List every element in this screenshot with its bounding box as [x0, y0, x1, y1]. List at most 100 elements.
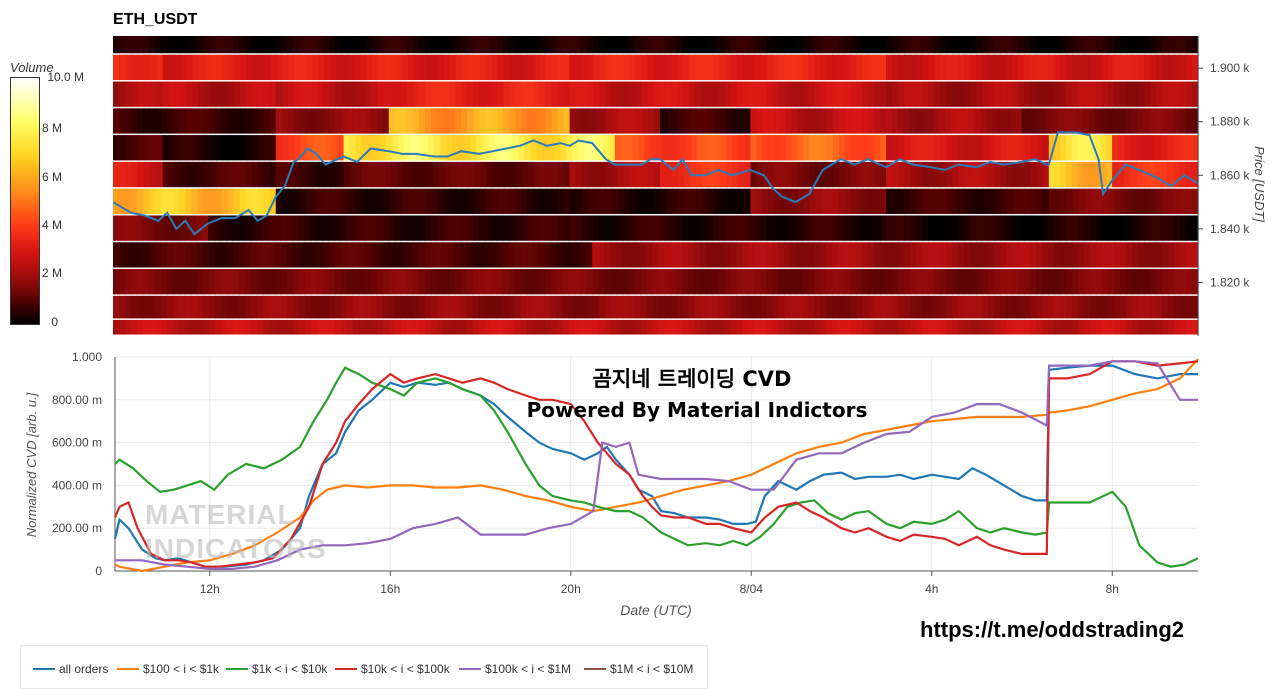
heatmap-cell	[460, 36, 468, 54]
heatmap-cell	[629, 54, 636, 81]
heatmap-cell	[982, 215, 989, 241]
heatmap-cell	[850, 215, 857, 241]
heatmap-cell	[288, 54, 295, 81]
heatmap-cell	[616, 319, 624, 335]
heatmap-cell	[897, 108, 905, 134]
heatmap-cell	[500, 135, 507, 161]
heatmap-cell	[862, 36, 869, 54]
heatmap-cell	[160, 295, 168, 319]
heatmap-cell	[754, 215, 762, 241]
legend-item[interactable]: $100 < i < $1k	[117, 662, 219, 676]
heatmap-cell	[916, 269, 923, 295]
heatmap-cell	[184, 36, 192, 54]
heatmap-cell	[714, 188, 721, 214]
heatmap-cell	[1084, 295, 1091, 319]
heatmap-cell	[210, 135, 217, 161]
heatmap-cell	[892, 81, 899, 107]
heatmap-cell	[385, 161, 392, 188]
heatmap-cell	[1054, 242, 1061, 268]
heatmap-cell	[791, 135, 799, 161]
cvd-y-tick-label: 200.00 m	[52, 521, 102, 535]
heatmap-cell	[150, 161, 158, 188]
heatmap-cell	[527, 81, 535, 107]
heatmap-cell	[569, 108, 577, 134]
heatmap-cell	[412, 36, 420, 54]
heatmap-cell	[364, 108, 372, 134]
heatmap-cell	[940, 135, 947, 161]
heatmap-cell	[785, 108, 793, 134]
legend-item[interactable]: $10k < i < $100k	[335, 662, 450, 676]
heatmap-cell	[496, 242, 503, 268]
heatmap-cell	[611, 54, 618, 81]
heatmap-cell	[113, 269, 120, 295]
heatmap-cell	[281, 188, 289, 214]
heatmap-cell	[1112, 108, 1120, 134]
heatmap-cell	[256, 215, 263, 241]
heatmap-cell	[964, 54, 971, 81]
heatmap-cell	[1174, 319, 1181, 335]
heatmap-cell	[797, 135, 805, 161]
heatmap-cell	[406, 108, 414, 134]
heatmap-cell	[545, 108, 553, 134]
heatmap-cell	[352, 242, 360, 268]
heatmap-cell	[408, 54, 415, 81]
heatmap-cell	[340, 269, 348, 295]
heatmap-cell	[844, 188, 852, 214]
legend-item[interactable]: $1k < i < $10k	[226, 662, 327, 676]
heatmap-cell	[466, 319, 474, 335]
heatmap-cell	[952, 161, 959, 188]
heatmap-cell	[1130, 161, 1138, 188]
heatmap-cell	[646, 269, 654, 295]
heatmap-cell	[702, 188, 709, 214]
heatmap-cell	[641, 215, 648, 241]
heatmap-cell	[982, 269, 989, 295]
heatmap-cell	[502, 36, 510, 54]
volume-heatmap[interactable]: 1.820 k1.840 k1.860 k1.880 k1.900 k Pric…	[113, 36, 1280, 340]
heatmap-cell	[838, 161, 846, 188]
heatmap-cell	[988, 242, 995, 268]
heatmap-cell	[635, 161, 643, 188]
heatmap-cell	[940, 161, 947, 188]
heatmap-cell	[213, 215, 221, 241]
heatmap-cell	[281, 161, 289, 188]
heatmap-cell	[466, 269, 474, 295]
heatmap-cell	[379, 135, 387, 161]
heatmap-cell	[161, 108, 168, 134]
heatmap-cell	[548, 135, 556, 161]
heatmap-cell	[376, 36, 384, 54]
legend-item[interactable]: $100k < i < $1M	[459, 662, 571, 676]
heatmap-cell	[586, 242, 593, 268]
heatmap-cell	[484, 242, 491, 268]
heatmap-cell	[202, 242, 210, 268]
heatmap-cell	[563, 188, 571, 214]
heatmap-cell	[485, 54, 493, 81]
heatmap-cell	[209, 108, 217, 134]
heatmap-cell	[676, 319, 684, 335]
heatmap-cell	[1167, 108, 1175, 134]
heatmap-cell	[1036, 319, 1043, 335]
legend-item[interactable]: $1M < i < $10M	[584, 662, 693, 676]
heatmap-cell	[557, 215, 565, 241]
heatmap-cell	[1186, 269, 1193, 295]
heatmap-cell	[569, 161, 577, 188]
heatmap-cell	[616, 295, 624, 319]
heatmap-cell	[1162, 242, 1169, 268]
heatmap-cell	[426, 54, 433, 81]
heatmap-cell	[391, 161, 398, 188]
telegram-link[interactable]: https://t.me/oddstrading2	[920, 617, 1184, 642]
heatmap-cell	[641, 161, 649, 188]
heatmap-cell	[532, 269, 540, 295]
heatmap-cell	[358, 242, 366, 268]
heatmap-cell	[365, 188, 373, 214]
heatmap-cell	[862, 81, 869, 107]
heatmap-cell	[400, 295, 408, 319]
heatmap-cell	[496, 36, 504, 54]
heatmap-cell	[868, 108, 875, 134]
heatmap-cell	[300, 161, 308, 188]
heatmap-cell	[294, 54, 301, 81]
heatmap-cell	[647, 54, 654, 81]
heatmap-cell	[400, 36, 408, 54]
heatmap-cell	[408, 161, 416, 188]
legend-item[interactable]: all orders	[33, 662, 108, 676]
